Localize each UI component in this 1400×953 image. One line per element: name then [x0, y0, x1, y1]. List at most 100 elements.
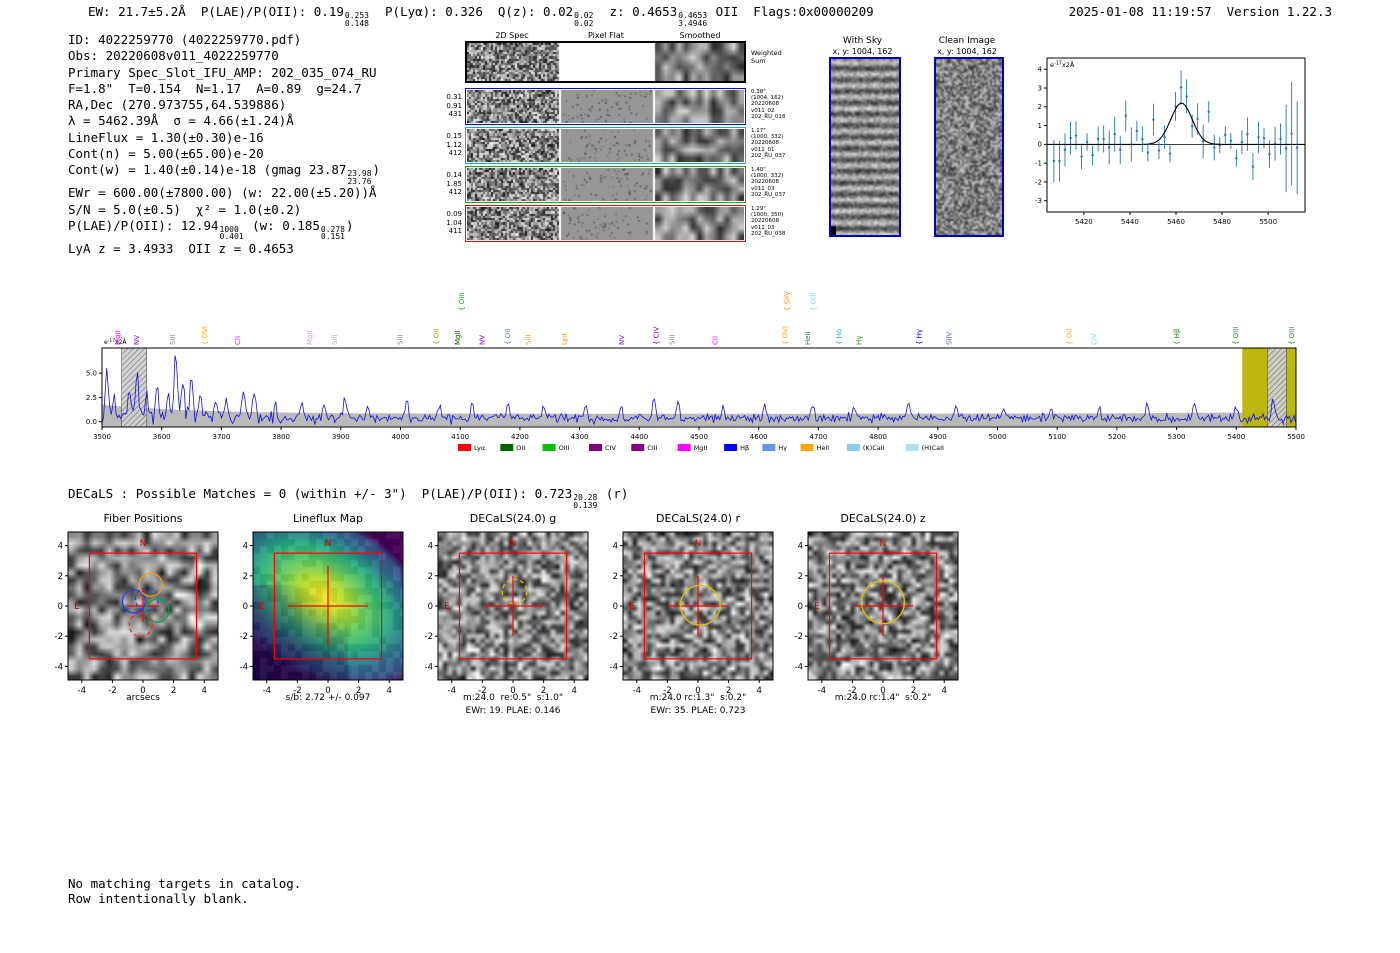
data-point — [1246, 132, 1249, 136]
x-tick-label: 2 — [356, 686, 361, 696]
text-segment: λ = 5462.39Å σ = 4.66(±1.24)Å — [68, 113, 294, 129]
emission-line-label: { OIII — [458, 293, 466, 311]
x-tick-label: 5100 — [1048, 433, 1066, 441]
emission-line-label: { OII — [1066, 329, 1074, 345]
fiber-id-label: (1000, 332) — [751, 173, 784, 180]
y-tick-label: 4 — [798, 542, 803, 552]
fiber-id-label: 20220608 — [751, 140, 779, 147]
x-tick-label: -2 — [478, 686, 486, 696]
x-tick-label: 5500 — [1287, 433, 1305, 441]
data-point — [1190, 124, 1194, 128]
aperture-circle — [145, 598, 170, 623]
compass-north-label: N — [510, 539, 517, 549]
fiber-weight-label: 1.12 — [446, 140, 462, 149]
data-point — [1096, 137, 1100, 141]
x-tick-label: 5480 — [1213, 218, 1231, 226]
legend-label: Hβ — [740, 444, 749, 452]
data-point — [1052, 159, 1056, 163]
y-tick-label: 3 — [1038, 84, 1042, 92]
cutout-title-3: DECaLS(24.0) g — [469, 512, 557, 525]
fiber-weight-label: 0.15 — [446, 132, 462, 140]
clean-image — [934, 57, 1004, 237]
fiber-id-label: 0.38" — [751, 89, 766, 95]
cutout-xlabel-1: arcsecs — [126, 693, 160, 703]
x-tick-label: -4 — [448, 686, 456, 696]
x-tick-label: 4 — [387, 686, 392, 696]
stacked-uncertainty: 0.253 0.148 — [344, 11, 369, 28]
extraction-region-square — [458, 552, 568, 660]
aperture-circle — [121, 589, 146, 614]
fiber-id-label: 1.40" — [751, 167, 766, 173]
text-segment: LineFlux = 1.30(±0.30)e-16 — [68, 129, 264, 145]
text-segment: P(Lyα): 0.326 Q(z): 0.02 — [369, 4, 574, 19]
legend-label: HeII — [817, 444, 830, 452]
aperture-circle — [679, 584, 721, 626]
emission-line-label: { SiIV — [784, 291, 792, 311]
data-point — [1257, 136, 1260, 139]
text-segment: S/N = 5.0(±0.5) χ² = 1.0(±0.2) — [68, 201, 302, 217]
stacked-uncertainty: 20.28 0.139 — [573, 493, 598, 510]
x-tick-label: 5440 — [1121, 218, 1139, 226]
x-tick-label: 0 — [140, 686, 145, 696]
data-point — [1119, 148, 1122, 151]
cutout-title-2: Lineflux Map — [292, 512, 364, 525]
fiber-id-label: v011_01 — [751, 146, 775, 153]
legend-label: CIV — [605, 444, 616, 452]
fiber-id-label: (1000, 350) — [751, 212, 784, 219]
y-tick-label: 4 — [613, 542, 618, 552]
spec2d-row-left-labels-1: 0.31 0.91 431 — [428, 93, 462, 119]
x-tick-label: 2 — [171, 686, 176, 696]
aperture-circle — [128, 612, 153, 638]
emission-line-label: NV — [618, 335, 626, 345]
spec2d-row-right-labels-1: 0.38" (1004, 162) 20220608 v011_02 202_RU_01… — [751, 89, 807, 120]
y-tick-label: -2 — [240, 632, 248, 642]
zoom-plot-frame — [1046, 57, 1306, 213]
y-tick-label: 0 — [798, 602, 803, 612]
compass-east-label: E — [444, 602, 450, 612]
data-point — [1152, 118, 1155, 121]
emission-line-label: { OII — [504, 329, 512, 345]
info-line: P(LAE)/P(OII): 12.94 1000 0.401 (w: 0.185 0… — [68, 218, 380, 241]
emission-line-label: SiII — [525, 334, 533, 345]
data-point — [1213, 146, 1216, 149]
detection-info-block: ID: 4022259770 (4022259770.pdf) Obs: 2022… — [68, 32, 380, 257]
text-segment: Obs: 20220608v011_4022259770 — [68, 48, 279, 64]
legend-swatch — [905, 444, 919, 451]
y-tick-label: -2 — [610, 632, 618, 642]
fiber-id-label: 1.29" — [751, 206, 766, 212]
fiber-weight-label: 1.04 — [446, 218, 462, 227]
x-tick-label: 5420 — [1075, 218, 1093, 226]
x-tick-label: -2 — [293, 686, 301, 696]
fiber-weight-label: 0.09 — [446, 210, 462, 218]
x-tick-label: -2 — [108, 686, 116, 696]
emission-line-label: SiII — [669, 334, 677, 345]
spec2d-fiber-row-1 — [465, 88, 746, 125]
data-point — [1085, 140, 1089, 144]
compass-north-label: N — [325, 539, 332, 549]
data-point — [1146, 151, 1150, 154]
x-tick-label: -2 — [848, 686, 856, 696]
emission-line-label: { OVI — [201, 326, 209, 345]
x-tick-label: 4 — [572, 686, 577, 696]
y-tick-label: 2 — [1038, 103, 1042, 111]
fiber-weight-label: 0.31 — [446, 93, 462, 101]
x-tick-label: 4800 — [869, 433, 887, 441]
legend-label: (H)CaII — [922, 444, 944, 452]
text-segment: OII Flags:0x00000209 — [708, 4, 874, 19]
fiber-id-label: 20220608 — [751, 218, 779, 225]
text-segment: RA,Dec (270.973755,64.539886) — [68, 97, 287, 113]
fiber-weight-label: 412 — [448, 149, 462, 157]
x-tick-label: 4000 — [392, 433, 410, 441]
emission-line-label: Lyα — [560, 333, 568, 345]
y-tick-label: 2 — [428, 572, 433, 582]
data-point — [1058, 160, 1061, 163]
spec2d-col-title-2dspec: 2D Spec — [495, 31, 529, 40]
data-point — [1063, 148, 1067, 151]
data-point — [1080, 155, 1083, 158]
text-segment: ) — [372, 162, 381, 178]
stacked-uncertainty: 0.4653 3.4946 — [678, 11, 708, 28]
fiber-id-label: 20220608 — [751, 179, 779, 186]
legend-swatch — [631, 444, 645, 451]
fiber-id-label: 202_RU_037 — [751, 152, 786, 159]
x-tick-label: 2 — [726, 686, 731, 696]
